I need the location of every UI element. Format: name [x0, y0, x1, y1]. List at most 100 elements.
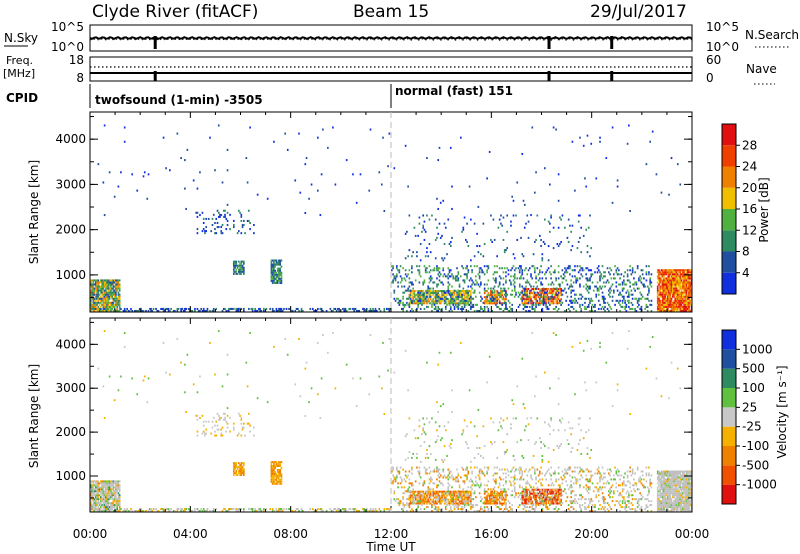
power-cell [638, 279, 640, 282]
power-cell [100, 307, 102, 310]
velocity-cell [295, 508, 298, 511]
power-cell [424, 271, 427, 274]
power-cell [97, 283, 100, 286]
power-cell [560, 294, 562, 297]
velocity-cell [448, 502, 451, 505]
power-cell [555, 292, 557, 295]
velocity-cell [325, 510, 328, 512]
power-cell [478, 275, 481, 278]
power-cell [673, 275, 675, 278]
velocity-cell [411, 484, 413, 487]
velocity-cell [147, 510, 150, 512]
power-cell [417, 290, 419, 293]
power-cell [493, 265, 496, 268]
velocity-cell [443, 496, 446, 499]
power-cell [661, 305, 664, 308]
power-cell [199, 171, 201, 174]
power-cell [512, 279, 515, 282]
power-cell [103, 301, 106, 304]
power-cell [118, 303, 121, 306]
power-cell [442, 298, 445, 301]
velocity-cell [102, 484, 105, 487]
velocity-cell [483, 484, 486, 487]
velocity-cell [491, 500, 493, 503]
power-cell [105, 297, 107, 300]
power-cell [95, 293, 97, 296]
power-cell [604, 301, 606, 304]
power-cell [557, 173, 560, 176]
velocity-cell [437, 498, 440, 501]
power-cell [113, 195, 116, 198]
power-cell [226, 219, 229, 222]
power-cell [437, 232, 440, 235]
velocity-cell [556, 500, 559, 503]
power-cell [200, 307, 203, 310]
velocity-cell [490, 502, 492, 505]
power-cell [451, 185, 453, 188]
velocity-cell [442, 492, 445, 495]
velocity-cell [278, 472, 280, 475]
velocity-cell [112, 506, 115, 509]
power-cell [666, 297, 669, 300]
velocity-cell [481, 472, 483, 475]
power-cell [670, 289, 673, 292]
velocity-cell [538, 488, 541, 491]
power-cell [535, 287, 537, 290]
power-cell [589, 301, 591, 304]
power-cell [279, 261, 282, 264]
power-cell [512, 283, 515, 286]
power-cell [681, 309, 684, 312]
velocity-cell [107, 504, 110, 507]
velocity-cell [458, 492, 461, 495]
power-cell [111, 291, 113, 294]
power-cell [115, 301, 117, 304]
power-cell [229, 307, 231, 310]
power-cell [664, 291, 667, 294]
power-cell [686, 289, 689, 292]
power-cell [470, 265, 472, 268]
velocity-cell [483, 492, 486, 495]
power-cell [611, 299, 614, 302]
power-cell [536, 214, 539, 217]
power-cell [92, 307, 95, 310]
power-cell [92, 289, 95, 292]
power-cell [552, 302, 555, 305]
power-cell [668, 275, 670, 278]
power-cell [478, 277, 481, 280]
velocity-cell [100, 502, 102, 505]
velocity-cell [110, 510, 112, 512]
power-cell [537, 293, 540, 296]
power-cell [412, 302, 414, 305]
power-cell [557, 294, 560, 297]
velocity-cell [498, 500, 501, 503]
power-cell [681, 277, 684, 280]
nsearch-tick-high: 10^5 [706, 20, 739, 34]
power-cell [686, 285, 689, 288]
velocity-cell [276, 470, 279, 473]
velocity-cell [498, 482, 501, 485]
velocity-cell [105, 500, 107, 503]
power-cell [502, 287, 505, 290]
power-cell [675, 305, 678, 308]
power-cell [202, 307, 205, 310]
power-cell [113, 297, 116, 300]
power-cell [271, 309, 274, 312]
power-cell [666, 293, 669, 296]
power-cell [280, 271, 283, 274]
power-cell [398, 303, 401, 306]
velocity-cell [97, 502, 100, 505]
velocity-cell [100, 488, 102, 491]
power-cell [570, 249, 572, 252]
power-cell [666, 309, 669, 312]
power-cell [113, 285, 116, 288]
velocity-cell [414, 498, 417, 501]
velocity-cell [110, 488, 112, 491]
velocity-cell [378, 508, 381, 511]
power-cell [422, 293, 425, 296]
power-cell [330, 309, 333, 312]
velocity-cell [500, 494, 502, 497]
velocity-cell [428, 482, 431, 485]
velocity-cell [421, 502, 423, 505]
velocity-cell [177, 508, 180, 511]
power-cell [137, 309, 140, 312]
